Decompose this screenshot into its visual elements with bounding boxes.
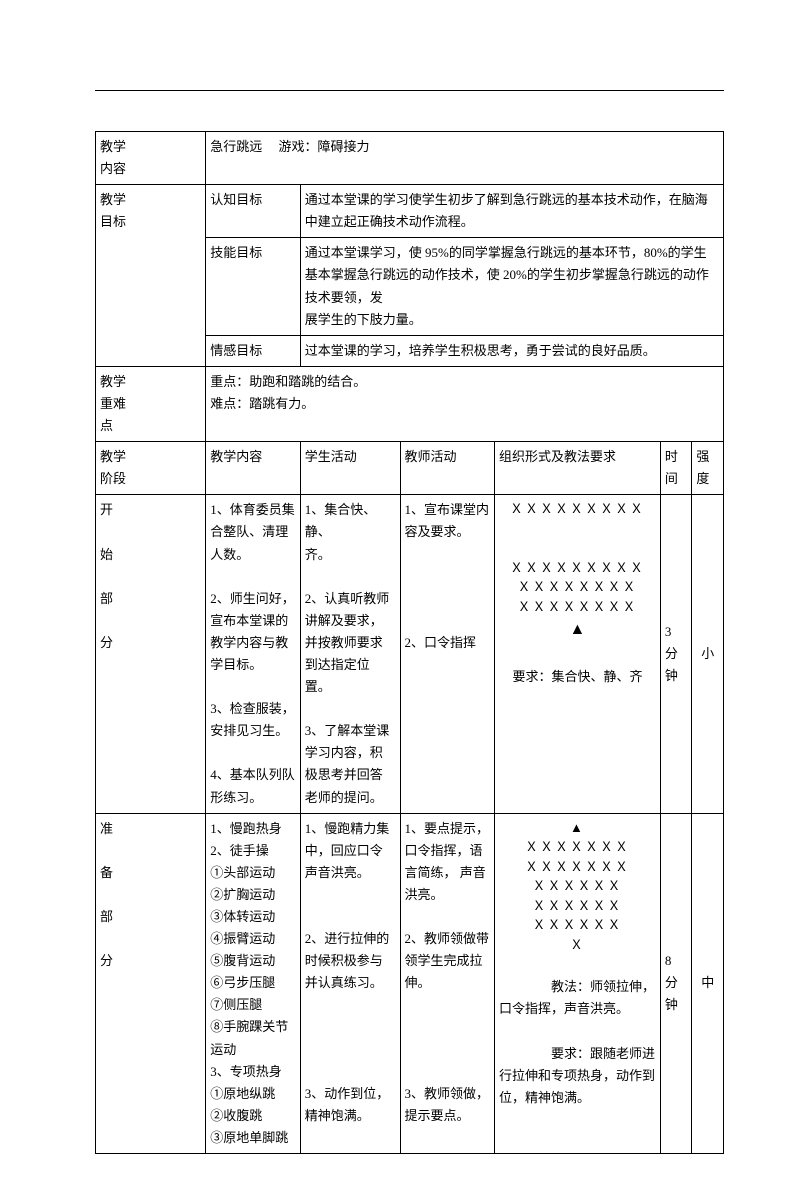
hdr-student: 学生活动 bbox=[300, 442, 400, 495]
start-content: 1、体育委员集合整队、清理人数。2、师生问好，宣布本堂课的教学内容与教学目标。3… bbox=[206, 495, 301, 813]
prep-method: 教法：师领拉伸，口令指挥，声音洪亮。 bbox=[499, 976, 656, 1020]
goal-val-1: 通过本堂课学习，使 95%的同学掌握急行跳远的基本环节，80%的学生基本掌握急行… bbox=[300, 238, 723, 335]
goal-val-2: 过本堂课的学习，培养学生积极思考，勇于尝试的良好品质。 bbox=[300, 335, 723, 366]
row-start-section: 开始部分 1、体育委员集合整队、清理人数。2、师生问好，宣布本堂课的教学内容与教… bbox=[96, 495, 724, 813]
goal-val-0: 通过本堂课的学习使学生初步了解到急行跳远的基本技术动作，在脑海中建立起正确技术动… bbox=[300, 185, 723, 238]
prep-content: 1、慢跑热身2、徒手操①头部运动②扩胸运动③体转运动④振臂运动⑤腹背运动⑥弓步压… bbox=[206, 813, 301, 1153]
value-teaching-content: 急行跳远 游戏：障碍接力 bbox=[206, 132, 724, 185]
row-teaching-content: 教学内容 急行跳远 游戏：障碍接力 bbox=[96, 132, 724, 185]
start-student: 1、集合快、静、齐。2、认真听教师讲解及要求，并按教师要求到达指定位置。3、了解… bbox=[300, 495, 400, 813]
row-prep-section: 准备部分 1、慢跑热身2、徒手操①头部运动②扩胸运动③体转运动④振臂运动⑤腹背运… bbox=[96, 813, 724, 1153]
hdr-content: 教学内容 bbox=[206, 442, 301, 495]
start-formation-lines: ＸＸＸＸＸＸＸＸＸＸＸＸＸＸＸＸＸＸＸＸＸＸＸＸＸＸＸＸＸＸＸＸＸＸ bbox=[499, 499, 656, 616]
hdr-time: 时间 bbox=[660, 442, 692, 495]
row-headers: 教学阶段 教学内容 学生活动 教师活动 组织形式及教法要求 时间 强度 bbox=[96, 442, 724, 495]
start-formation: ＸＸＸＸＸＸＸＸＸＸＸＸＸＸＸＸＸＸＸＸＸＸＸＸＸＸＸＸＸＸＸＸＸＸ ▲ 要求：… bbox=[495, 495, 661, 813]
label-teaching-content: 教学内容 bbox=[96, 132, 206, 185]
prep-formation-lines: ▲ＸＸＸＸＸＸＸＸＸＸＸＸＸＸＸＸＸＸＸＸＸＸＸＸＸＸＸＸＸＸＸＸＸ bbox=[499, 818, 656, 955]
triangle-icon: ▲ bbox=[499, 616, 656, 643]
hdr-intensity: 强度 bbox=[692, 442, 724, 495]
prep-teacher: 1、要点提示，口令指挥，语言简练， 声音洪亮。2、教师领做带领学生完成拉伸。3、… bbox=[400, 813, 495, 1153]
label-goals: 教学目标 bbox=[96, 185, 206, 367]
prep-time: 8分钟 bbox=[660, 813, 692, 1153]
start-intensity: 小 bbox=[692, 495, 724, 813]
row-goal-cognitive: 教学目标 认知目标 通过本堂课的学习使学生初步了解到急行跳远的基本技术动作，在脑… bbox=[96, 185, 724, 238]
start-req: 要求：集合快、静、齐 bbox=[499, 666, 656, 688]
label-difficulties: 教学重难点 bbox=[96, 366, 206, 441]
row-difficulties: 教学重难点 重点：助跑和踏跳的结合。难点：踏跳有力。 bbox=[96, 366, 724, 441]
prep-req: 要求：跟随老师进行拉伸和专项热身，动作到位，精神饱满。 bbox=[499, 1043, 656, 1109]
page-container: 教学内容 急行跳远 游戏：障碍接力 教学目标 认知目标 通过本堂课的学习使学生初… bbox=[0, 0, 794, 1194]
start-time: 3分钟 bbox=[660, 495, 692, 813]
goal-key-2: 情感目标 bbox=[206, 335, 301, 366]
hdr-teacher: 教师活动 bbox=[400, 442, 495, 495]
hdr-stage: 教学阶段 bbox=[96, 442, 206, 495]
prep-student: 1、慢跑精力集中，回应口令声音洪亮。2、进行拉伸的时候积极参与并认真练习。3、动… bbox=[300, 813, 400, 1153]
start-teacher: 1、宣布课堂内容及要求。2、口令指挥 bbox=[400, 495, 495, 813]
prep-formation: ▲ＸＸＸＸＸＸＸＸＸＸＸＸＸＸＸＸＸＸＸＸＸＸＸＸＸＸＸＸＸＸＸＸＸ 教法：师领… bbox=[495, 813, 661, 1153]
stage-start: 开始部分 bbox=[96, 495, 206, 813]
stage-prep: 准备部分 bbox=[96, 813, 206, 1153]
prep-intensity: 中 bbox=[692, 813, 724, 1153]
value-difficulties: 重点：助跑和踏跳的结合。难点：踏跳有力。 bbox=[206, 366, 724, 441]
goal-key-0: 认知目标 bbox=[206, 185, 301, 238]
goal-key-1: 技能目标 bbox=[206, 238, 301, 335]
lesson-plan-table: 教学内容 急行跳远 游戏：障碍接力 教学目标 认知目标 通过本堂课的学习使学生初… bbox=[95, 131, 724, 1154]
hdr-formation: 组织形式及教法要求 bbox=[495, 442, 661, 495]
top-rule bbox=[95, 90, 724, 91]
